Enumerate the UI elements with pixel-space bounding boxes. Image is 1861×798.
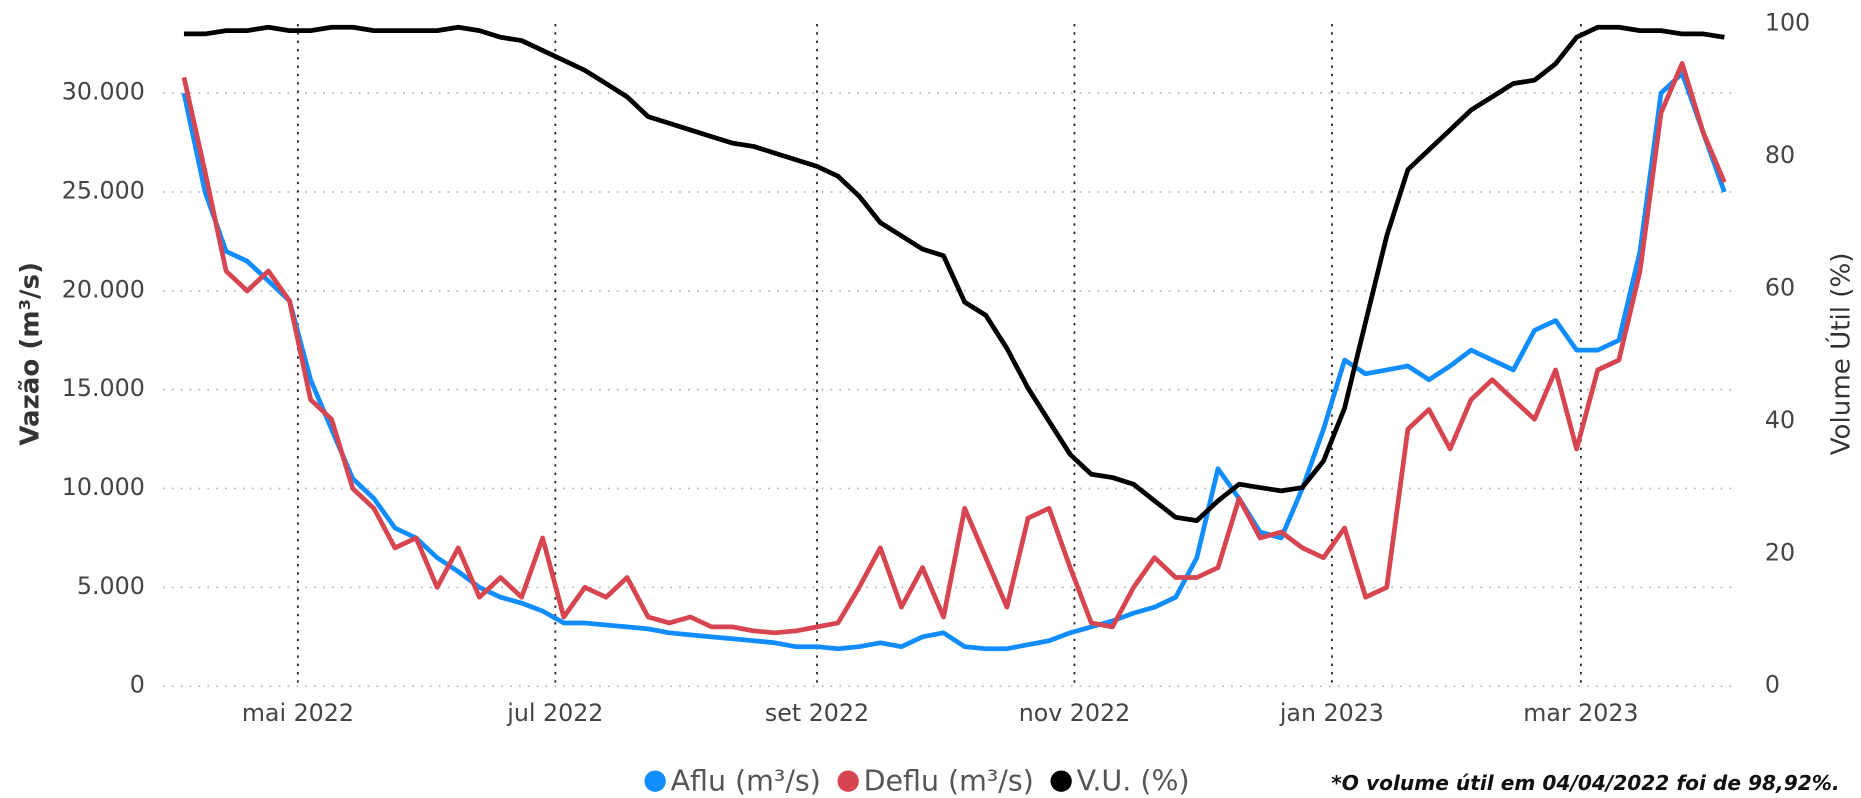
y-axis-title: Vazão (m³/s) xyxy=(15,262,45,446)
y2-tick-label: 100 xyxy=(1765,8,1810,36)
footnote: *O volume útil em 04/04/2022 foi de 98,9… xyxy=(1331,771,1839,795)
y2-axis-title: Volume Útil (%) xyxy=(1825,253,1857,456)
x-tick-label: jan 2023 xyxy=(1279,699,1384,727)
y-tick-label: 0 xyxy=(130,671,145,699)
series-line xyxy=(183,24,1725,524)
x-tick-label: set 2022 xyxy=(765,699,869,727)
y-tick-label: 15.000 xyxy=(62,374,145,402)
y-tick-label: 5.000 xyxy=(77,572,145,600)
y2-tick-label: 40 xyxy=(1765,406,1795,434)
legend-label: V.U. (%) xyxy=(1077,764,1190,797)
y-tick-label: 25.000 xyxy=(62,176,145,204)
x-tick-label: mai 2022 xyxy=(242,699,354,727)
y2-tick-label: 0 xyxy=(1765,671,1780,699)
legend-marker xyxy=(837,770,859,792)
y-tick-label: 10.000 xyxy=(62,473,145,501)
legend-label: Aflu (m³/s) xyxy=(671,764,821,797)
y2-tick-label: 20 xyxy=(1765,538,1795,566)
legend-marker xyxy=(644,770,666,792)
y-tick-label: 20.000 xyxy=(62,275,145,303)
y-tick-label: 30.000 xyxy=(62,78,145,106)
series-line xyxy=(181,70,1727,652)
y2-tick-label: 60 xyxy=(1765,273,1795,301)
legend-label: Deflu (m³/s) xyxy=(864,764,1034,797)
legend-marker xyxy=(1050,770,1072,792)
series-line xyxy=(181,61,1727,636)
y2-tick-label: 80 xyxy=(1765,141,1795,169)
x-tick-label: jul 2022 xyxy=(506,699,603,727)
x-tick-label: nov 2022 xyxy=(1019,699,1130,727)
x-tick-label: mar 2023 xyxy=(1523,699,1638,727)
